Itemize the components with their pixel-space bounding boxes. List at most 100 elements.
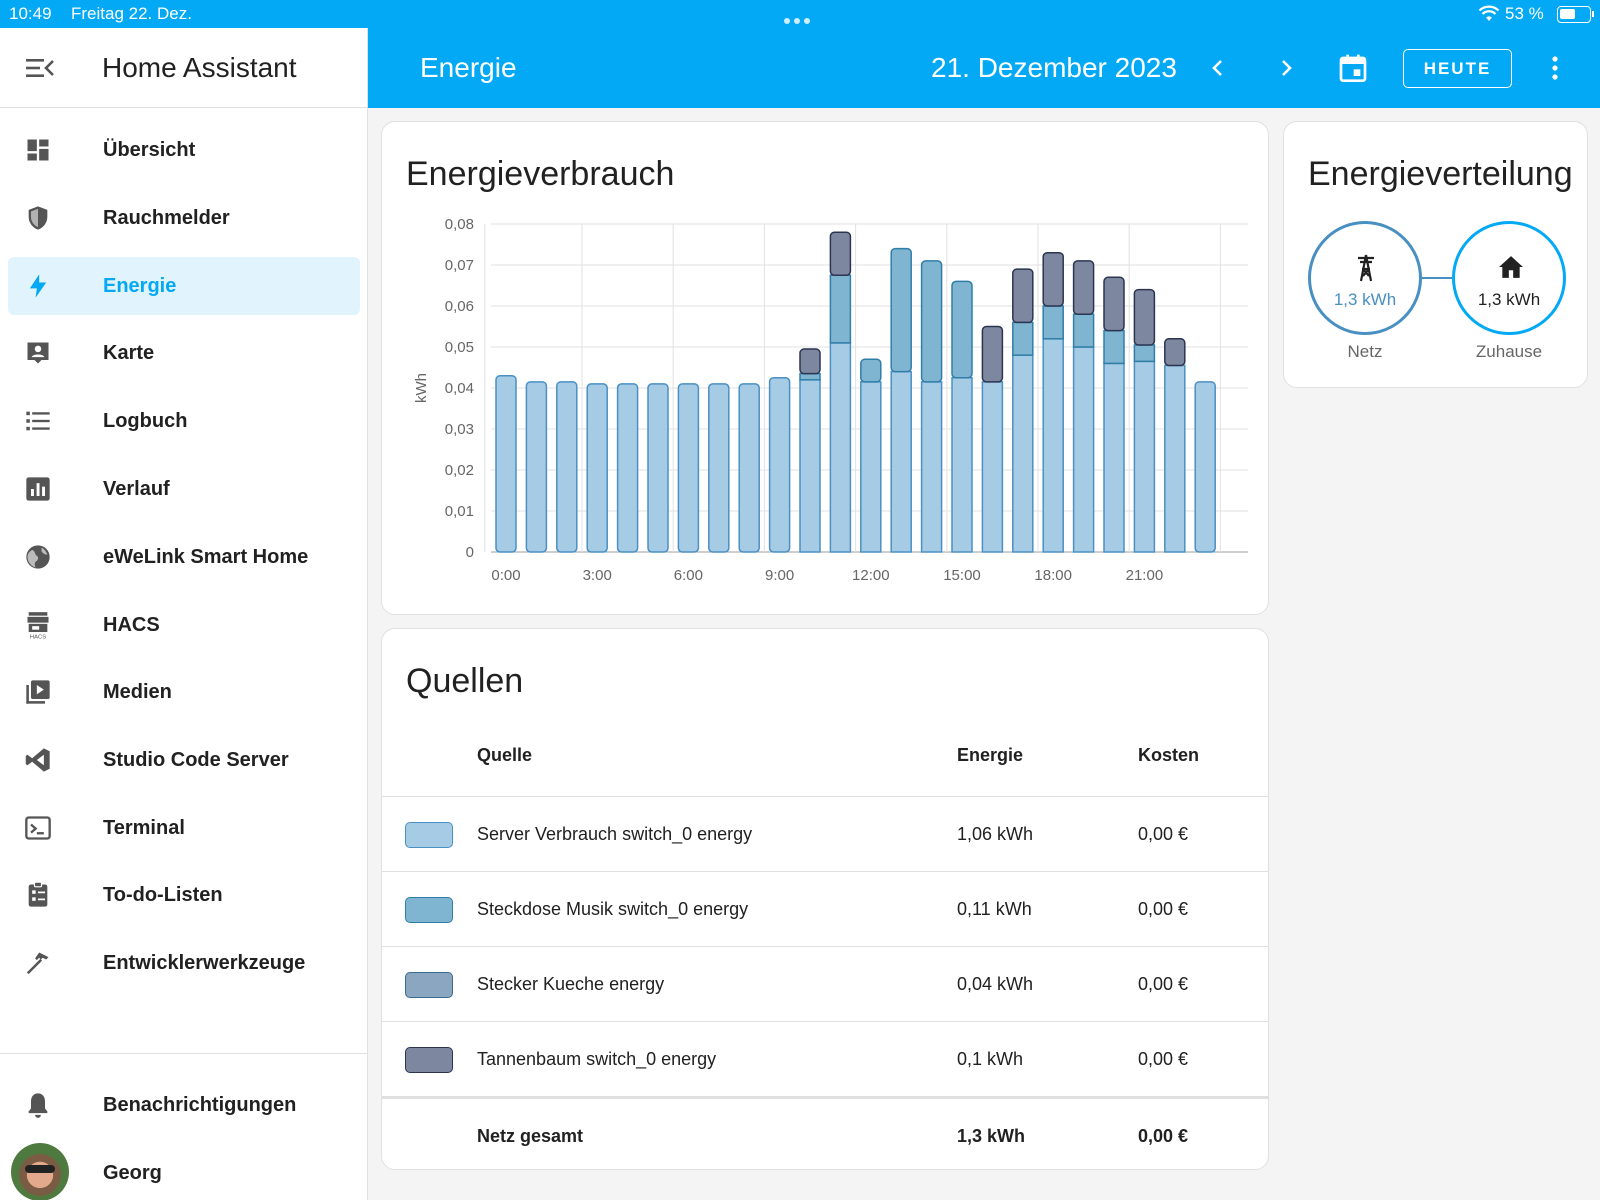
series-color-swatch (405, 1047, 453, 1073)
bar-3-10 (799, 348, 821, 375)
sources-title: Quellen (406, 662, 524, 700)
y-tick-label: 0,04 (445, 380, 474, 397)
sidebar-item-ewelink[interactable]: eWeLink Smart Home (8, 528, 360, 586)
app-title: Home Assistant (102, 52, 297, 83)
sidebar: Home Assistant Übersicht Rauchmelder Ene… (0, 28, 368, 1200)
home-label: Zuhause (1475, 342, 1543, 361)
series-color-swatch (405, 972, 453, 998)
y-tick-label: 0 (466, 544, 474, 561)
multitasking-dots-icon[interactable] (784, 9, 818, 24)
sidebar-item-label: Terminal (103, 817, 185, 839)
chevron-left-icon[interactable] (1206, 56, 1230, 80)
x-tick-label: 12:00 (852, 567, 890, 584)
wifi-icon (1478, 5, 1500, 21)
status-bar: 10:49 Freitag 22. Dez. 53 % (0, 0, 1600, 28)
table-row[interactable]: Stecker Kueche energy 0,04 kWh 0,00 € (382, 946, 1268, 1021)
chevron-right-icon[interactable] (1274, 56, 1298, 80)
source-energy: 0,1 kWh (957, 1049, 1024, 1069)
top-app-bar: Energie 21. Dezember 2023 HEUTE (368, 28, 1600, 108)
grid-value: 1,3 kWh (1333, 290, 1397, 309)
source-name: Tannenbaum switch_0 energy (477, 1049, 717, 1069)
source-energy: 0,11 kWh (957, 899, 1032, 919)
bar-0-23 (1194, 381, 1216, 553)
sidebar-item-studio-code-server[interactable]: Studio Code Server (8, 731, 360, 789)
x-tick-label: 15:00 (943, 567, 981, 584)
dashboard-icon (27, 139, 49, 161)
sidebar-item-medien[interactable]: Medien (8, 663, 360, 721)
sidebar-item-hacs[interactable]: HACS HACS (8, 596, 360, 654)
bar-0-13 (890, 370, 912, 553)
calendar-icon[interactable] (1337, 52, 1369, 84)
grid-node[interactable]: 1,3 kWh (1308, 221, 1422, 335)
today-button[interactable]: HEUTE (1403, 49, 1512, 88)
x-tick-label: 6:00 (674, 567, 703, 584)
sidebar-item-label: To-do-Listen (103, 884, 223, 906)
table-row[interactable]: Tannenbaum switch_0 energy 0,1 kWh 0,00 … (382, 1021, 1268, 1096)
bar-1-12 (860, 358, 882, 383)
column-header-cost: Kosten (1138, 745, 1200, 765)
bar-1-10 (799, 372, 821, 381)
bar-0-20 (1103, 362, 1125, 553)
sidebar-item-label: Rauchmelder (103, 207, 230, 229)
hammer-icon (26, 952, 49, 975)
y-tick-label: 0,08 (445, 216, 474, 233)
shield-icon (28, 206, 48, 230)
sidebar-item-rauchmelder[interactable]: Rauchmelder (8, 189, 360, 247)
battery-icon (1557, 6, 1594, 23)
energy-distribution-card: Energieverteilung 1,3 kWh 1,3 kWh Netz Z… (1283, 121, 1588, 388)
bar-1-19 (1072, 313, 1095, 348)
energy-usage-chart[interactable]: 0 0,01 0,02 0,03 0,04 0,05 0,06 0,07 0,08 0:00 3:0… (382, 122, 1268, 614)
x-tick-label: 0:00 (491, 567, 520, 584)
bar-3-20 (1103, 276, 1125, 332)
bar-0-17 (1012, 354, 1034, 553)
bar-1-15 (951, 280, 973, 379)
bar-1-18 (1042, 305, 1064, 340)
more-vertical-icon[interactable] (1550, 55, 1560, 81)
bar-3-16 (981, 325, 1004, 383)
total-name: Netz gesamt (477, 1126, 584, 1146)
bar-0-8 (738, 383, 760, 553)
sidebar-item-entwicklerwerkzeuge[interactable]: Entwicklerwerkzeuge (8, 934, 360, 992)
bar-1-14 (920, 260, 943, 383)
sidebar-item-karte[interactable]: Karte (8, 324, 360, 382)
source-energy: 1,06 kWh (957, 824, 1034, 844)
bar-1-11 (829, 274, 852, 344)
transmission-tower-icon (1358, 254, 1374, 282)
sidebar-item-terminal[interactable]: Terminal (8, 799, 360, 857)
total-cost: 0,00 € (1138, 1126, 1189, 1146)
total-energy: 1,3 kWh (957, 1126, 1026, 1146)
sidebar-item-label: HACS (103, 614, 160, 636)
globe-icon (26, 545, 50, 569)
y-tick-label: 0,03 (445, 421, 474, 438)
y-tick-label: 0,05 (445, 339, 474, 356)
sidebar-item-uebersicht[interactable]: Übersicht (8, 121, 360, 179)
column-header-energy: Energie (957, 745, 1024, 765)
sidebar-item-logbuch[interactable]: Logbuch (8, 392, 360, 450)
status-date: Freitag 22. Dez. (71, 4, 192, 23)
sidebar-item-label: Studio Code Server (103, 749, 289, 771)
table-row[interactable]: Steckdose Musik switch_0 energy 0,11 kWh… (382, 871, 1268, 946)
media-play-icon (26, 680, 50, 704)
notifications-label: Benachrichtigungen (103, 1094, 297, 1116)
list-icon (26, 411, 50, 431)
sidebar-divider (0, 1053, 368, 1054)
avatar[interactable] (11, 1143, 69, 1200)
table-row[interactable]: Server Verbrauch switch_0 energy 1,06 kW… (382, 796, 1268, 871)
y-tick-label: 0,01 (445, 503, 474, 520)
bar-1-21 (1133, 344, 1156, 363)
sidebar-item-verlauf[interactable]: Verlauf (8, 460, 360, 518)
console-icon (25, 816, 51, 840)
sidebar-item-notifications[interactable]: Benachrichtigungen (8, 1076, 360, 1134)
menu-collapse-icon[interactable] (26, 56, 54, 80)
sidebar-item-todo[interactable]: To-do-Listen (8, 866, 360, 924)
sidebar-item-profile[interactable]: Georg (8, 1144, 360, 1200)
sidebar-item-energie[interactable]: Energie (8, 257, 360, 315)
y-axis-label: kWh (413, 373, 430, 403)
bar-0-1 (525, 381, 548, 553)
bar-0-18 (1042, 338, 1064, 553)
energy-distribution-title: Energieverteilung (1308, 155, 1573, 193)
bar-0-21 (1133, 360, 1156, 553)
home-node[interactable]: 1,3 kWh (1452, 221, 1566, 335)
bar-0-0 (495, 374, 517, 553)
sidebar-item-label: Verlauf (103, 478, 170, 500)
